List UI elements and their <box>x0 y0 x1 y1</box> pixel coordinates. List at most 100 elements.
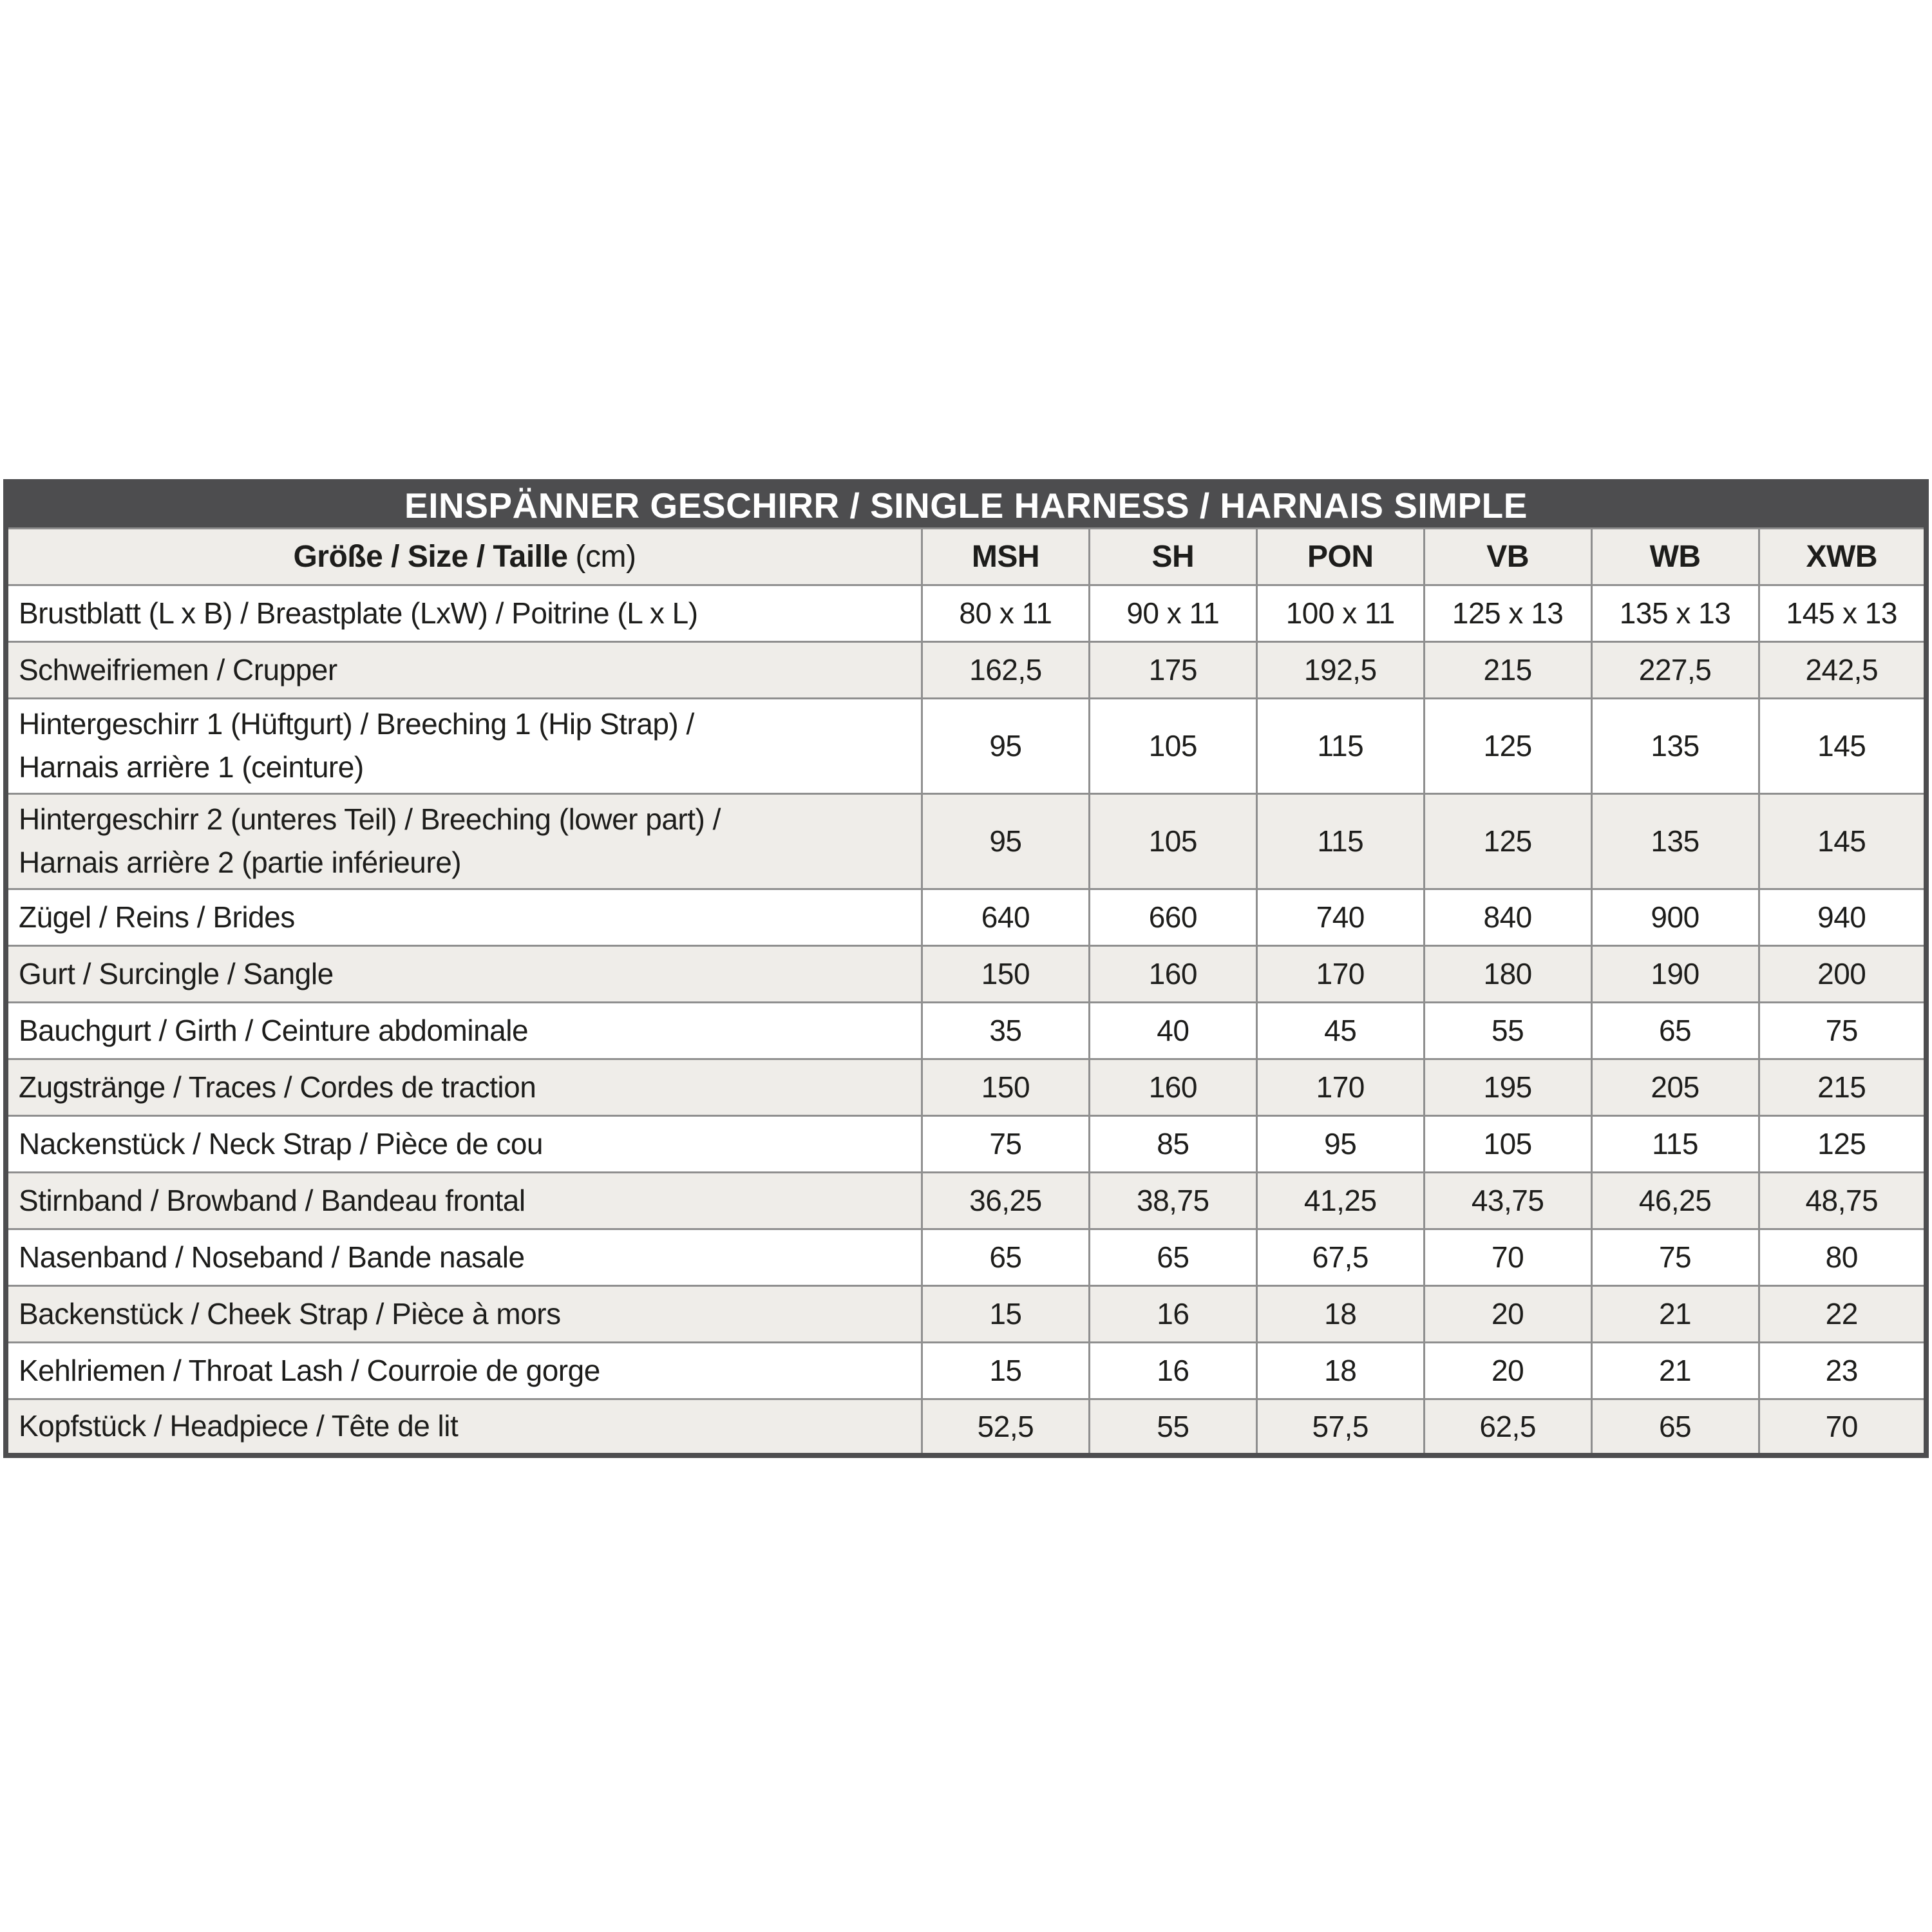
row-value: 160 <box>1088 1057 1258 1117</box>
row-label: Zugstränge / Traces / Cordes de traction <box>5 1057 923 1117</box>
row-label: Kehlriemen / Throat Lash / Courroie de g… <box>5 1341 923 1400</box>
table-row: Bauchgurt / Girth / Ceinture abdominale 3… <box>5 1001 1927 1060</box>
row-value: 135 <box>1590 792 1760 890</box>
size-column-header: PON <box>1255 527 1425 586</box>
row-value: 45 <box>1255 1001 1425 1060</box>
row-label: Hintergeschirr 1 (Hüftgurt) / Breeching … <box>5 697 923 795</box>
row-label: Stirnband / Browband / Bandeau frontal <box>5 1171 923 1230</box>
row-value: 640 <box>920 887 1090 947</box>
row-value: 65 <box>1590 1001 1760 1060</box>
row-label: Gurt / Surcingle / Sangle <box>5 944 923 1003</box>
row-value: 65 <box>1088 1227 1258 1287</box>
row-value: 16 <box>1088 1341 1258 1400</box>
row-value: 15 <box>920 1284 1090 1343</box>
row-value: 52,5 <box>920 1397 1090 1457</box>
row-value: 180 <box>1423 944 1593 1003</box>
row-value: 150 <box>920 944 1090 1003</box>
size-column-header: SH <box>1088 527 1258 586</box>
row-value: 55 <box>1423 1001 1593 1060</box>
table-row: Kopfstück / Headpiece / Tête de lit 52,5 5… <box>5 1397 1927 1457</box>
row-value: 940 <box>1757 887 1927 947</box>
size-column-header: VB <box>1423 527 1593 586</box>
row-value: 55 <box>1088 1397 1258 1457</box>
row-value: 200 <box>1757 944 1927 1003</box>
row-value: 135 x 13 <box>1590 583 1760 643</box>
row-value: 115 <box>1255 792 1425 890</box>
row-value: 125 x 13 <box>1423 583 1593 643</box>
table-row: Kehlriemen / Throat Lash / Courroie de g… <box>5 1341 1927 1400</box>
row-value: 105 <box>1088 697 1258 795</box>
row-value: 125 <box>1423 697 1593 795</box>
table-row: Stirnband / Browband / Bandeau frontal 36… <box>5 1171 1927 1230</box>
row-value: 23 <box>1757 1341 1927 1400</box>
row-value: 125 <box>1757 1114 1927 1173</box>
row-value: 48,75 <box>1757 1171 1927 1230</box>
row-value: 75 <box>920 1114 1090 1173</box>
row-label: Schweifriemen / Crupper <box>5 640 923 699</box>
size-column-header: WB <box>1590 527 1760 586</box>
row-value: 80 x 11 <box>920 583 1090 643</box>
row-value: 95 <box>920 697 1090 795</box>
row-value: 70 <box>1757 1397 1927 1457</box>
table-row: Backenstück / Cheek Strap / Pièce à mors… <box>5 1284 1927 1343</box>
row-value: 115 <box>1590 1114 1760 1173</box>
row-value: 115 <box>1255 697 1425 795</box>
row-value: 215 <box>1757 1057 1927 1117</box>
row-value: 70 <box>1423 1227 1593 1287</box>
row-value: 85 <box>1088 1114 1258 1173</box>
row-value: 105 <box>1088 792 1258 890</box>
row-value: 57,5 <box>1255 1397 1425 1457</box>
row-value: 105 <box>1423 1114 1593 1173</box>
table-row: Zügel / Reins / Brides 640 660 740 840 900 940 <box>5 887 1927 947</box>
row-value: 900 <box>1590 887 1760 947</box>
row-value: 205 <box>1590 1057 1760 1117</box>
row-label: Bauchgurt / Girth / Ceinture abdominale <box>5 1001 923 1060</box>
row-value: 145 <box>1757 792 1927 890</box>
row-value: 18 <box>1255 1284 1425 1343</box>
row-value: 62,5 <box>1423 1397 1593 1457</box>
row-value: 95 <box>1255 1114 1425 1173</box>
row-value: 242,5 <box>1757 640 1927 699</box>
size-header-label: Größe / Size / Taille (cm) <box>5 527 923 586</box>
row-value: 175 <box>1088 640 1258 699</box>
table-title-row: EINSPÄNNER GESCHIRR / SINGLE HARNESS / H… <box>6 482 1926 528</box>
row-value: 21 <box>1590 1284 1760 1343</box>
row-value: 40 <box>1088 1001 1258 1060</box>
row-value: 20 <box>1423 1341 1593 1400</box>
table-row: Hintergeschirr 1 (Hüftgurt) / Breeching … <box>5 697 1927 795</box>
row-value: 195 <box>1423 1057 1593 1117</box>
table-row: Gurt / Surcingle / Sangle 150 160 170 180 190… <box>5 944 1927 1003</box>
row-value: 145 x 13 <box>1757 583 1927 643</box>
row-value: 135 <box>1590 697 1760 795</box>
size-header-row: Größe / Size / Taille (cm) MSH SH PON VB WB XW… <box>5 527 1927 586</box>
row-value: 18 <box>1255 1341 1425 1400</box>
row-value: 41,25 <box>1255 1171 1425 1230</box>
harness-size-table: EINSPÄNNER GESCHIRR / SINGLE HARNESS / H… <box>3 479 1929 1458</box>
row-value: 75 <box>1590 1227 1760 1287</box>
table-row: Nasenband / Noseband / Bande nasale 65 65 6… <box>5 1227 1927 1287</box>
row-value: 170 <box>1255 1057 1425 1117</box>
row-value: 162,5 <box>920 640 1090 699</box>
row-value: 15 <box>920 1341 1090 1400</box>
row-value: 67,5 <box>1255 1227 1425 1287</box>
row-label: Nasenband / Noseband / Bande nasale <box>5 1227 923 1287</box>
size-header-label-text: Größe / Size / Taille <box>293 539 568 574</box>
row-value: 65 <box>1590 1397 1760 1457</box>
row-value: 38,75 <box>1088 1171 1258 1230</box>
row-value: 46,25 <box>1590 1171 1760 1230</box>
row-label: Nackenstück / Neck Strap / Pièce de cou <box>5 1114 923 1173</box>
row-value: 740 <box>1255 887 1425 947</box>
row-value: 192,5 <box>1255 640 1425 699</box>
row-label: Zügel / Reins / Brides <box>5 887 923 947</box>
row-value: 75 <box>1757 1001 1927 1060</box>
size-header-unit: (cm) <box>575 539 636 574</box>
row-value: 160 <box>1088 944 1258 1003</box>
row-label: Kopfstück / Headpiece / Tête de lit <box>5 1397 923 1457</box>
row-value: 16 <box>1088 1284 1258 1343</box>
row-value: 43,75 <box>1423 1171 1593 1230</box>
table-title: EINSPÄNNER GESCHIRR / SINGLE HARNESS / H… <box>6 482 1926 528</box>
table-row: Brustblatt (L x B) / Breastplate (LxW) /… <box>5 583 1927 643</box>
size-table: EINSPÄNNER GESCHIRR / SINGLE HARNESS / H… <box>3 479 1929 1458</box>
table-row: Hintergeschirr 2 (unteres Teil) / Breech… <box>5 792 1927 890</box>
row-value: 215 <box>1423 640 1593 699</box>
